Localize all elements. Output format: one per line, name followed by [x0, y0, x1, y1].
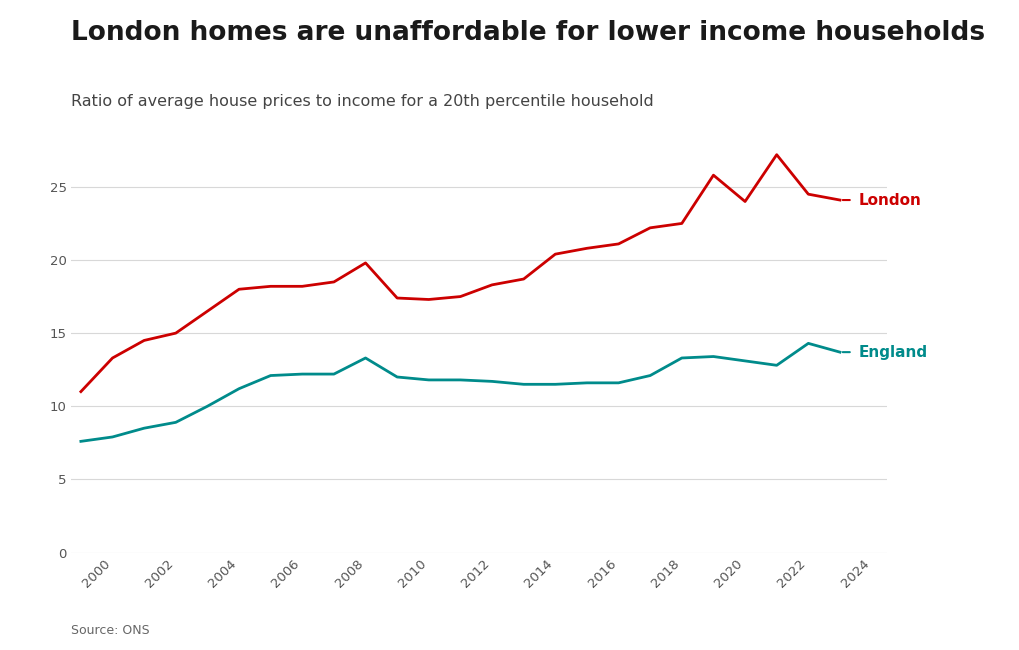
Text: London homes are unaffordable for lower income households: London homes are unaffordable for lower …	[71, 20, 984, 46]
Text: London: London	[858, 192, 921, 207]
Text: England: England	[858, 344, 927, 359]
Text: Source: ONS: Source: ONS	[71, 624, 150, 637]
Text: Ratio of average house prices to income for a 20th percentile household: Ratio of average house prices to income …	[71, 94, 653, 109]
